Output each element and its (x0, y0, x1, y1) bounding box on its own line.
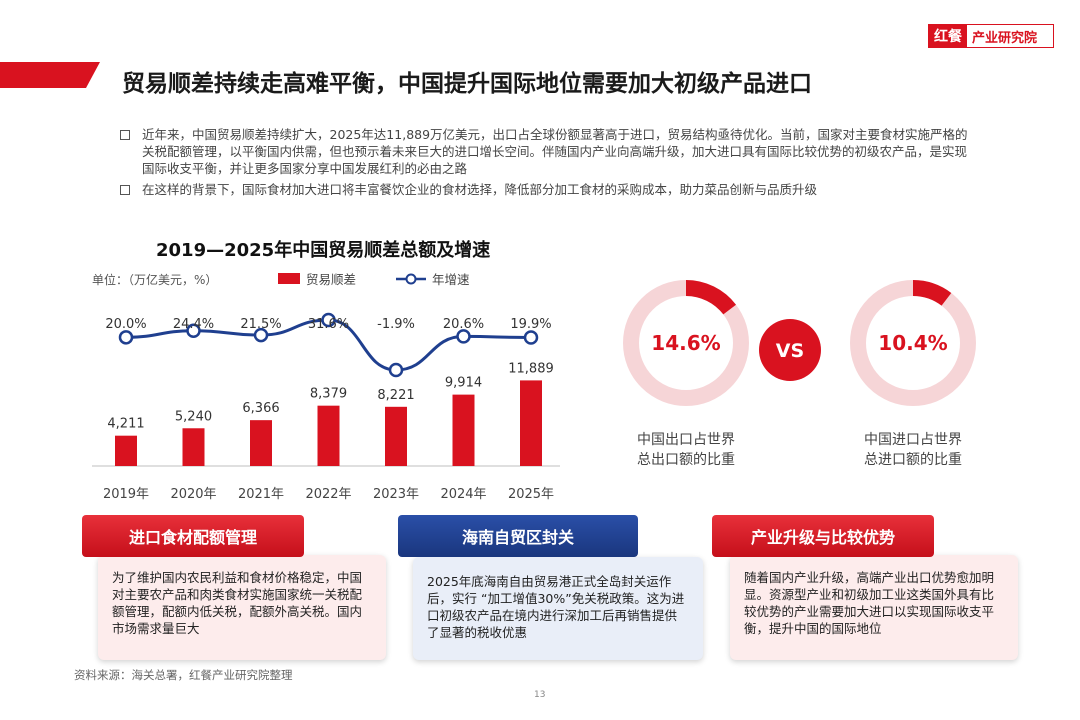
bar-2024年 (452, 394, 475, 466)
growth-label: 20.0% (105, 317, 146, 332)
bullet-text: 在这样的背景下，国际食材加大进口将丰富餐饮企业的食材选择，降低部分加工食材的采购… (142, 182, 818, 197)
bullet-item: 近年来，中国贸易顺差持续扩大，2025年达11,889万亿美元，出口占全球份额显… (120, 126, 970, 177)
donut-caption-export: 中国出口占世界 总出口额的比重 (606, 430, 766, 470)
growth-point (118, 330, 134, 345)
legend-bar-swatch (278, 273, 300, 284)
growth-label: 31.6% (308, 317, 349, 332)
caption-line: 总进口额的比重 (864, 452, 962, 468)
card-body: 为了维护国内农民利益和食材价格稳定，中国对主要农产品和肉类食材实施国家统一关税配… (98, 555, 386, 660)
bar-2023年 (385, 406, 407, 466)
vs-badge (759, 319, 821, 381)
x-tick-label: 2021年 (238, 487, 284, 502)
card-header: 进口食材配额管理 (82, 515, 304, 557)
bullet-item: 在这样的背景下，国际食材加大进口将丰富餐饮企业的食材选择，降低部分加工食材的采购… (120, 181, 970, 198)
chart-unit: 单位：（万亿美元，%） (92, 273, 218, 287)
chart-title: 2019—2025年中国贸易顺差总额及增速 (156, 240, 491, 261)
growth-label: 19.9% (510, 317, 551, 332)
bar-label: 5,240 (175, 409, 212, 424)
donut-value-import: 10.4% (878, 331, 947, 355)
bar-label: 11,889 (508, 361, 554, 376)
page-title: 贸易顺差持续走高难平衡，中国提升国际地位需要加大初级产品进口 (122, 71, 812, 97)
x-tick-label: 2020年 (170, 487, 216, 502)
bar-label: 8,379 (310, 387, 347, 402)
legend-line-label: 年增速 (432, 272, 470, 287)
intro-bullets: 近年来，中国贸易顺差持续扩大，2025年达11,889万亿美元，出口占全球份额显… (120, 126, 970, 202)
card-body: 2025年底海南自由贸易港正式全岛封关运作后，实行 “加工增值30%”免关税政策… (413, 557, 703, 660)
growth-label: 20.6% (443, 317, 484, 332)
trade-surplus-chart: 4,211 2019年 5,240 2020年 6,366 2021年 8,379 2022年… (92, 312, 560, 502)
bar-2020年 (182, 428, 205, 466)
bar-label: 9,914 (445, 376, 482, 391)
card-header: 产业升级与比较优势 (712, 515, 934, 557)
bar-2022年 (317, 405, 340, 466)
caption-line: 总出口额的比重 (637, 452, 735, 468)
x-tick-label: 2025年 (508, 487, 554, 502)
donut-caption-import: 中国进口占世界 总进口额的比重 (833, 430, 993, 470)
x-tick-label: 2024年 (440, 487, 486, 502)
growth-point (321, 312, 336, 328)
growth-label: -1.9% (377, 317, 415, 332)
card-body: 随着国内产业升级，高端产业出口优势愈加明显。资源型产业和初级加工业这类国外具有比… (730, 555, 1018, 660)
bullet-text: 近年来，中国贸易顺差持续扩大，2025年达11,889万亿美元，出口占全球份额显… (142, 127, 968, 176)
growth-point (523, 330, 539, 345)
x-tick-label: 2019年 (103, 487, 149, 502)
bar-2025年 (520, 380, 542, 466)
source-note: 资料来源：海关总署，红餐产业研究院整理 (74, 668, 293, 682)
brand-logo: 红餐 产业研究院 (928, 24, 1054, 48)
logo-text: 产业研究院 (972, 30, 1038, 46)
caption-line: 中国进口占世界 (864, 432, 962, 448)
growth-point (456, 329, 471, 344)
title-accent-bar (0, 62, 100, 88)
caption-line: 中国出口占世界 (637, 432, 735, 448)
donut-arc-import (912, 280, 952, 306)
growth-point (388, 362, 404, 378)
bar-label: 4,211 (107, 417, 144, 432)
card-header: 海南自贸区封关 (398, 515, 638, 557)
vs-text: VS (776, 340, 804, 362)
donut-value-export: 14.6% (651, 331, 720, 355)
legend-bar-label: 贸易顺差 (306, 272, 357, 287)
bar-label: 8,221 (377, 388, 414, 403)
growth-label: 24.4% (173, 317, 214, 332)
donut-comparison: 14.6% VS 10.4% (623, 280, 976, 406)
square-bullet-icon (120, 130, 130, 140)
bar-2019年 (115, 435, 137, 466)
bar-label: 6,366 (242, 401, 279, 416)
logo-mark: 红餐 (929, 25, 967, 47)
page-number: 13 (534, 690, 546, 700)
growth-point (253, 327, 269, 343)
growth-label: 21.5% (240, 317, 281, 332)
bar-2021年 (250, 420, 272, 466)
donut-arc-export (685, 280, 737, 315)
x-tick-label: 2023年 (373, 487, 419, 502)
x-tick-label: 2022年 (305, 487, 351, 502)
square-bullet-icon (120, 185, 130, 195)
chart-legend: 贸易顺差 年增速 (278, 269, 470, 288)
growth-point (186, 323, 201, 338)
legend-line-swatch (396, 273, 427, 285)
